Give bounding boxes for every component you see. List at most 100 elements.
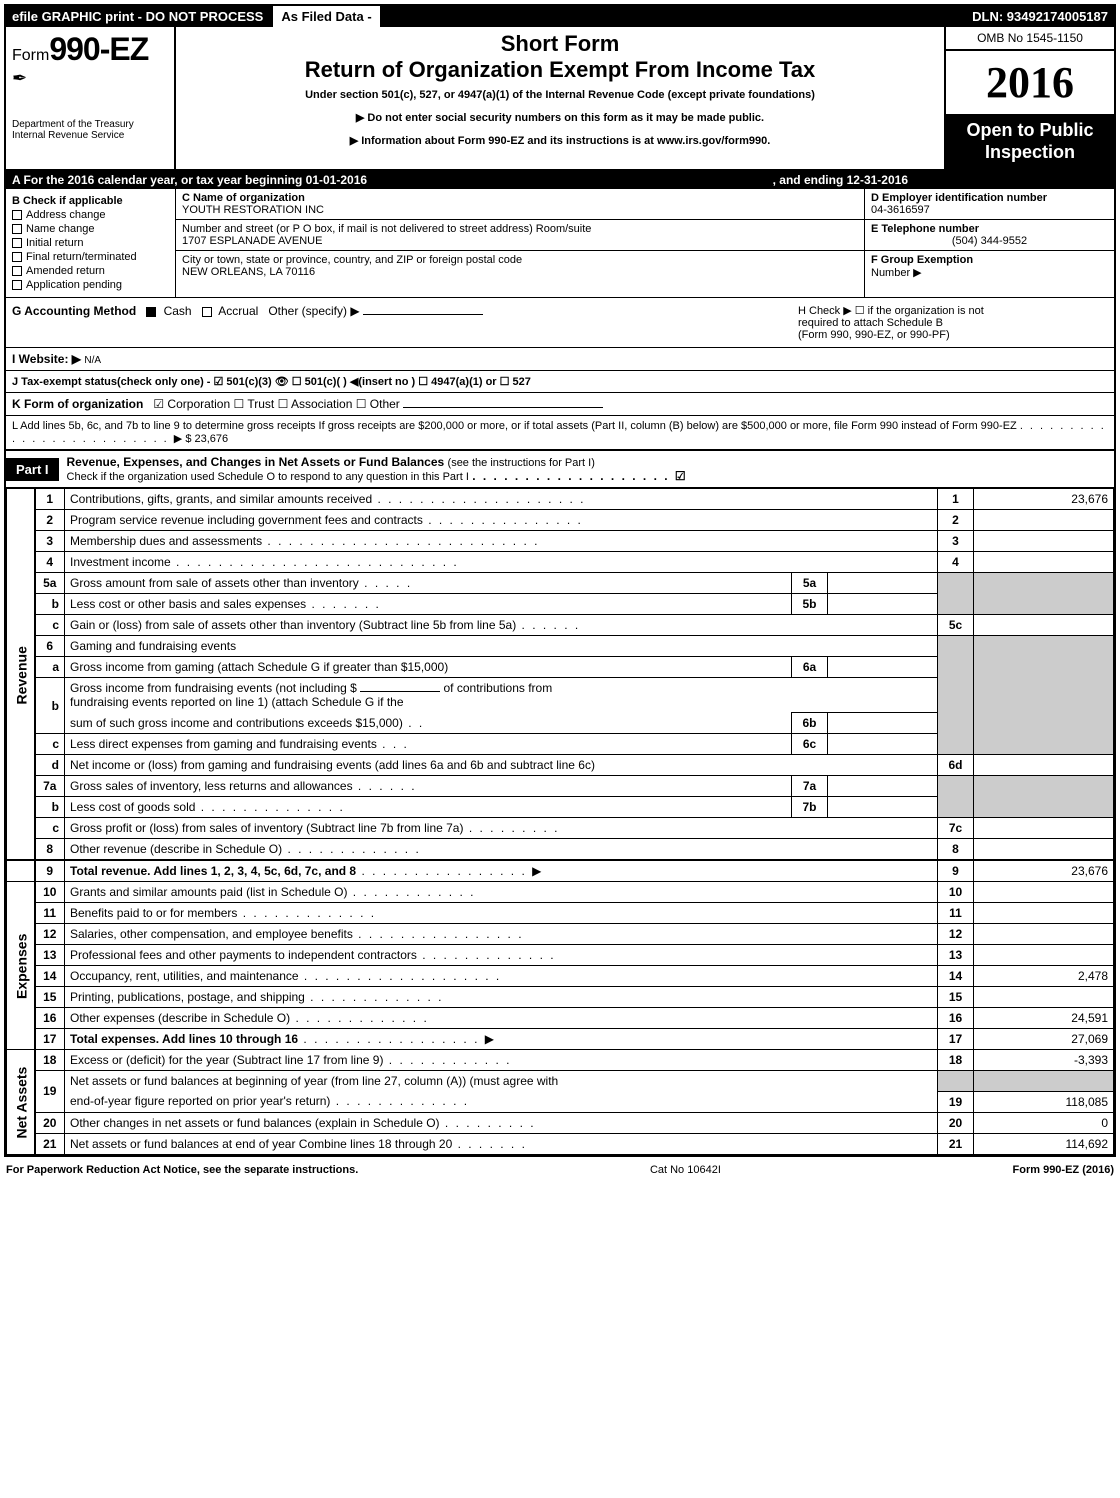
line-10: Expenses 10 Grants and similar amounts p… [7, 882, 1114, 903]
line-21-amount: 114,692 [974, 1133, 1114, 1154]
open-to-public: Open to Public Inspection [946, 114, 1114, 169]
part-i-table: Revenue 1 Contributions, gifts, grants, … [6, 488, 1114, 1155]
check-amended-return[interactable]: Amended return [12, 265, 169, 277]
treasury-line1: Department of the Treasury [12, 119, 168, 130]
line-14: 14 Occupancy, rent, utilities, and maint… [7, 966, 1114, 987]
ein-value: 04-3616597 [871, 204, 930, 216]
page-footer: For Paperwork Reduction Act Notice, see … [0, 1161, 1120, 1179]
section-c: C Name of organization YOUTH RESTORATION… [176, 189, 864, 297]
org-name: YOUTH RESTORATION INC [182, 204, 324, 216]
phone-label: E Telephone number [871, 223, 979, 235]
check-cash[interactable] [146, 307, 156, 317]
line-16-amount: 24,591 [974, 1008, 1114, 1029]
group-exemption-number: Number ▶ [871, 267, 922, 279]
return-title: Return of Organization Exempt From Incom… [184, 57, 936, 83]
check-name-change[interactable]: Name change [12, 223, 169, 235]
tax-exempt-status: J Tax-exempt status(check only one) - ☑ … [12, 376, 531, 388]
h-check-label: H Check ▶ ☐ if the organization is not [798, 304, 1108, 317]
row-a-calendar-year: A For the 2016 calendar year, or tax yea… [6, 171, 1114, 189]
row-j-tax-exempt: J Tax-exempt status(check only one) - ☑ … [6, 371, 1114, 393]
open-line2: Inspection [950, 142, 1110, 164]
efile-notice: efile GRAPHIC print - DO NOT PROCESS [6, 6, 269, 27]
open-line1: Open to Public [950, 120, 1110, 142]
h-line3: (Form 990, 990-EZ, or 990-PF) [798, 329, 1108, 341]
accounting-method-label: G Accounting Method [12, 304, 136, 318]
dln-number: DLN: 93492174005187 [966, 6, 1114, 27]
line-1-desc: Contributions, gifts, grants, and simila… [70, 492, 372, 506]
line-1-num: 1 [35, 489, 65, 510]
form-container: efile GRAPHIC print - DO NOT PROCESS As … [4, 4, 1116, 1157]
line-6: 6 Gaming and fundraising events [7, 636, 1114, 657]
line-8: 8 Other revenue (describe in Schedule O)… [7, 839, 1114, 861]
line-20-amount: 0 [974, 1112, 1114, 1133]
line-5a: 5a Gross amount from sale of assets othe… [7, 573, 1114, 594]
street-address: 1707 ESPLANADE AVENUE [182, 235, 322, 247]
h-line2: required to attach Schedule B [798, 317, 1108, 329]
line-4: 4 Investment income . . . . . . . . . . … [7, 552, 1114, 573]
line-1: Revenue 1 Contributions, gifts, grants, … [7, 489, 1114, 510]
part-i-subtitle: (see the instructions for Part I) [448, 457, 595, 469]
check-final-return[interactable]: Final return/terminated [12, 251, 169, 263]
revenue-sidebar: Revenue [7, 489, 35, 861]
form-org-label: K Form of organization [12, 397, 143, 411]
phone-value: (504) 344-9552 [871, 235, 1108, 247]
line-16: 16 Other expenses (describe in Schedule … [7, 1008, 1114, 1029]
accrual-label: Accrual [218, 304, 258, 318]
under-section: Under section 501(c), 527, or 4947(a)(1)… [184, 89, 936, 101]
ssn-warning: ▶ Do not enter social security numbers o… [184, 111, 936, 124]
total-revenue-amount: 23,676 [974, 860, 1114, 882]
section-b-c-d: B Check if applicable Address change Nam… [6, 189, 1114, 298]
line-21: 21 Net assets or fund balances at end of… [7, 1133, 1114, 1154]
line-15: 15 Printing, publications, postage, and … [7, 987, 1114, 1008]
line-19b: end-of-year figure reported on prior yea… [7, 1091, 1114, 1112]
net-assets-sidebar: Net Assets [7, 1050, 35, 1155]
as-filed-label: As Filed Data - [273, 6, 379, 27]
section-b: B Check if applicable Address change Nam… [6, 189, 176, 297]
line-14-amount: 2,478 [974, 966, 1114, 987]
header-row: Form990-EZ ✒ Department of the Treasury … [6, 27, 1114, 171]
form-number: Form990-EZ [12, 31, 168, 68]
city-label: City or town, state or province, country… [182, 254, 522, 266]
schedule-o-check: ☑ [675, 469, 686, 483]
check-address-change[interactable]: Address change [12, 209, 169, 221]
line-1-ref: 1 [938, 489, 974, 510]
line-7a: 7a Gross sales of inventory, less return… [7, 776, 1114, 797]
line-2: 2 Program service revenue including gove… [7, 510, 1114, 531]
treasury-dept: Department of the Treasury Internal Reve… [12, 119, 168, 141]
line-19a: 19 Net assets or fund balances at beginn… [7, 1071, 1114, 1092]
line-18-amount: -3,393 [974, 1050, 1114, 1071]
line-1-amount: 23,676 [974, 489, 1114, 510]
cash-label: Cash [164, 304, 192, 318]
row-a-ending: , and ending 12-31-2016 [773, 173, 908, 187]
line-19-amount: 118,085 [974, 1091, 1114, 1112]
form-ref: Form 990-EZ (2016) [1013, 1164, 1114, 1176]
check-accrual[interactable] [202, 307, 212, 317]
form-990ez: 990-EZ [49, 31, 148, 67]
line-18: Net Assets 18 Excess or (deficit) for th… [7, 1050, 1114, 1071]
line-5c: c Gain or (loss) from sale of assets oth… [7, 615, 1114, 636]
form-prefix: Form [12, 47, 49, 64]
cat-number: Cat No 10642I [358, 1164, 1012, 1176]
line-20: 20 Other changes in net assets or fund b… [7, 1112, 1114, 1133]
c-label: C Name of organization [182, 192, 305, 204]
row-a-text: A For the 2016 calendar year, or tax yea… [12, 173, 367, 187]
check-application-pending[interactable]: Application pending [12, 279, 169, 291]
line-17: 17 Total expenses. Add lines 10 through … [7, 1029, 1114, 1050]
row-k-form-org: K Form of organization ☑ Corporation ☐ T… [6, 393, 1114, 416]
row-i-website: I Website: ▶ N/A [6, 348, 1114, 371]
ein-label: D Employer identification number [871, 192, 1047, 204]
row-g-h: G Accounting Method Cash Accrual Other (… [6, 298, 1114, 348]
expenses-sidebar: Expenses [7, 882, 35, 1050]
form-org-options: ☑ Corporation ☐ Trust ☐ Association ☐ Ot… [153, 397, 399, 411]
part-i-title: Revenue, Expenses, and Changes in Net As… [67, 455, 445, 469]
line-3: 3 Membership dues and assessments . . . … [7, 531, 1114, 552]
part-i-check-line: Check if the organization used Schedule … [67, 471, 469, 483]
part-i-title-block: Revenue, Expenses, and Changes in Net As… [59, 451, 1114, 487]
line-11: 11 Benefits paid to or for members . . .… [7, 903, 1114, 924]
check-initial-return[interactable]: Initial return [12, 237, 169, 249]
gross-receipts-amount: ▶ $ 23,676 [174, 433, 228, 445]
section-d-e-f: D Employer identification number 04-3616… [864, 189, 1114, 297]
group-exemption-label: F Group Exemption [871, 254, 973, 266]
tax-year: 2016 [946, 51, 1114, 114]
city-state-zip: NEW ORLEANS, LA 70116 [182, 266, 315, 278]
